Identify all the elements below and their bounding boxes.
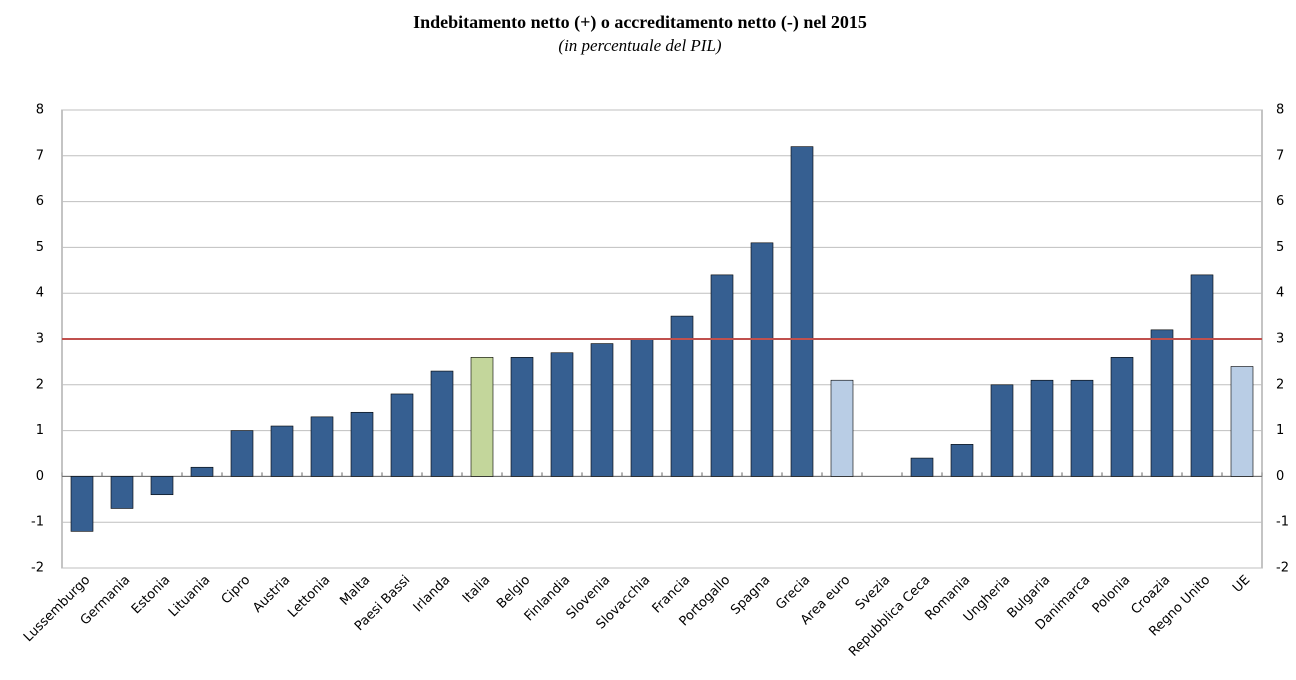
bar	[1070, 379, 1094, 477]
bar	[230, 430, 254, 477]
chart-title: Indebitamento netto (+) o accreditamento…	[413, 12, 867, 33]
x-tick-label: Lussemburgo	[21, 573, 93, 645]
bar	[950, 444, 974, 477]
bar	[430, 370, 454, 477]
y-tick-label: 5	[36, 240, 44, 255]
y2-tick-label: 0	[1276, 469, 1284, 484]
y2-tick-label: -1	[1276, 515, 1289, 530]
bar	[1230, 366, 1254, 477]
y2-tick-label: 2	[1276, 377, 1284, 392]
x-tick-label: Irlanda	[411, 573, 454, 616]
bar	[110, 476, 134, 509]
bar	[310, 416, 334, 477]
bar	[670, 315, 694, 477]
bar	[510, 357, 534, 477]
y-tick-label: 0	[36, 469, 44, 484]
x-tick-label: Cipro	[219, 573, 254, 608]
bar	[1150, 329, 1174, 477]
bar	[1030, 379, 1054, 477]
bar	[390, 393, 414, 477]
bar	[590, 343, 614, 477]
x-tick-label: Polonia	[1090, 573, 1134, 617]
chart-subtitle: (in percentuale del PIL)	[558, 36, 722, 55]
y-tick-label: 8	[36, 103, 44, 118]
bar	[550, 352, 574, 477]
x-tick-label: Belgio	[494, 573, 533, 612]
y2-tick-label: 3	[1276, 332, 1284, 347]
bar	[1190, 274, 1214, 477]
y2-tick-label: 7	[1276, 148, 1284, 163]
y-tick-label: 3	[36, 332, 44, 347]
y-tick-label: 4	[36, 286, 44, 301]
y-tick-label: 7	[36, 148, 44, 163]
y-tick-label: 2	[36, 377, 44, 392]
y2-tick-label: 5	[1276, 240, 1284, 255]
y2-tick-label: 1	[1276, 423, 1284, 438]
x-tick-label: Lettonia	[285, 573, 333, 621]
y-tick-label: -2	[31, 561, 44, 576]
bar	[470, 357, 494, 477]
y2-tick-label: 4	[1276, 286, 1284, 301]
bar	[270, 425, 294, 477]
x-tick-label: Italia	[460, 573, 493, 606]
bar	[70, 476, 94, 532]
y2-tick-label: -2	[1276, 561, 1289, 576]
y-tick-label: 6	[36, 194, 44, 209]
x-tick-label: UE	[1230, 573, 1253, 596]
bar	[990, 384, 1014, 477]
y2-tick-label: 6	[1276, 194, 1284, 209]
x-tick-label: Spagna	[728, 573, 773, 618]
bar	[150, 476, 174, 496]
bar	[910, 457, 934, 477]
y-tick-label: -1	[31, 515, 44, 530]
x-tick-label: Malta	[337, 573, 373, 609]
bar	[1110, 357, 1134, 477]
x-tick-label: Lituania	[166, 573, 213, 620]
bar	[350, 411, 374, 477]
bar	[790, 146, 814, 477]
y-tick-label: 1	[36, 423, 44, 438]
bar	[190, 466, 214, 477]
bar	[750, 242, 774, 477]
y2-tick-label: 8	[1276, 103, 1284, 118]
bar	[830, 379, 854, 477]
bar	[630, 338, 654, 477]
bar	[710, 274, 734, 477]
